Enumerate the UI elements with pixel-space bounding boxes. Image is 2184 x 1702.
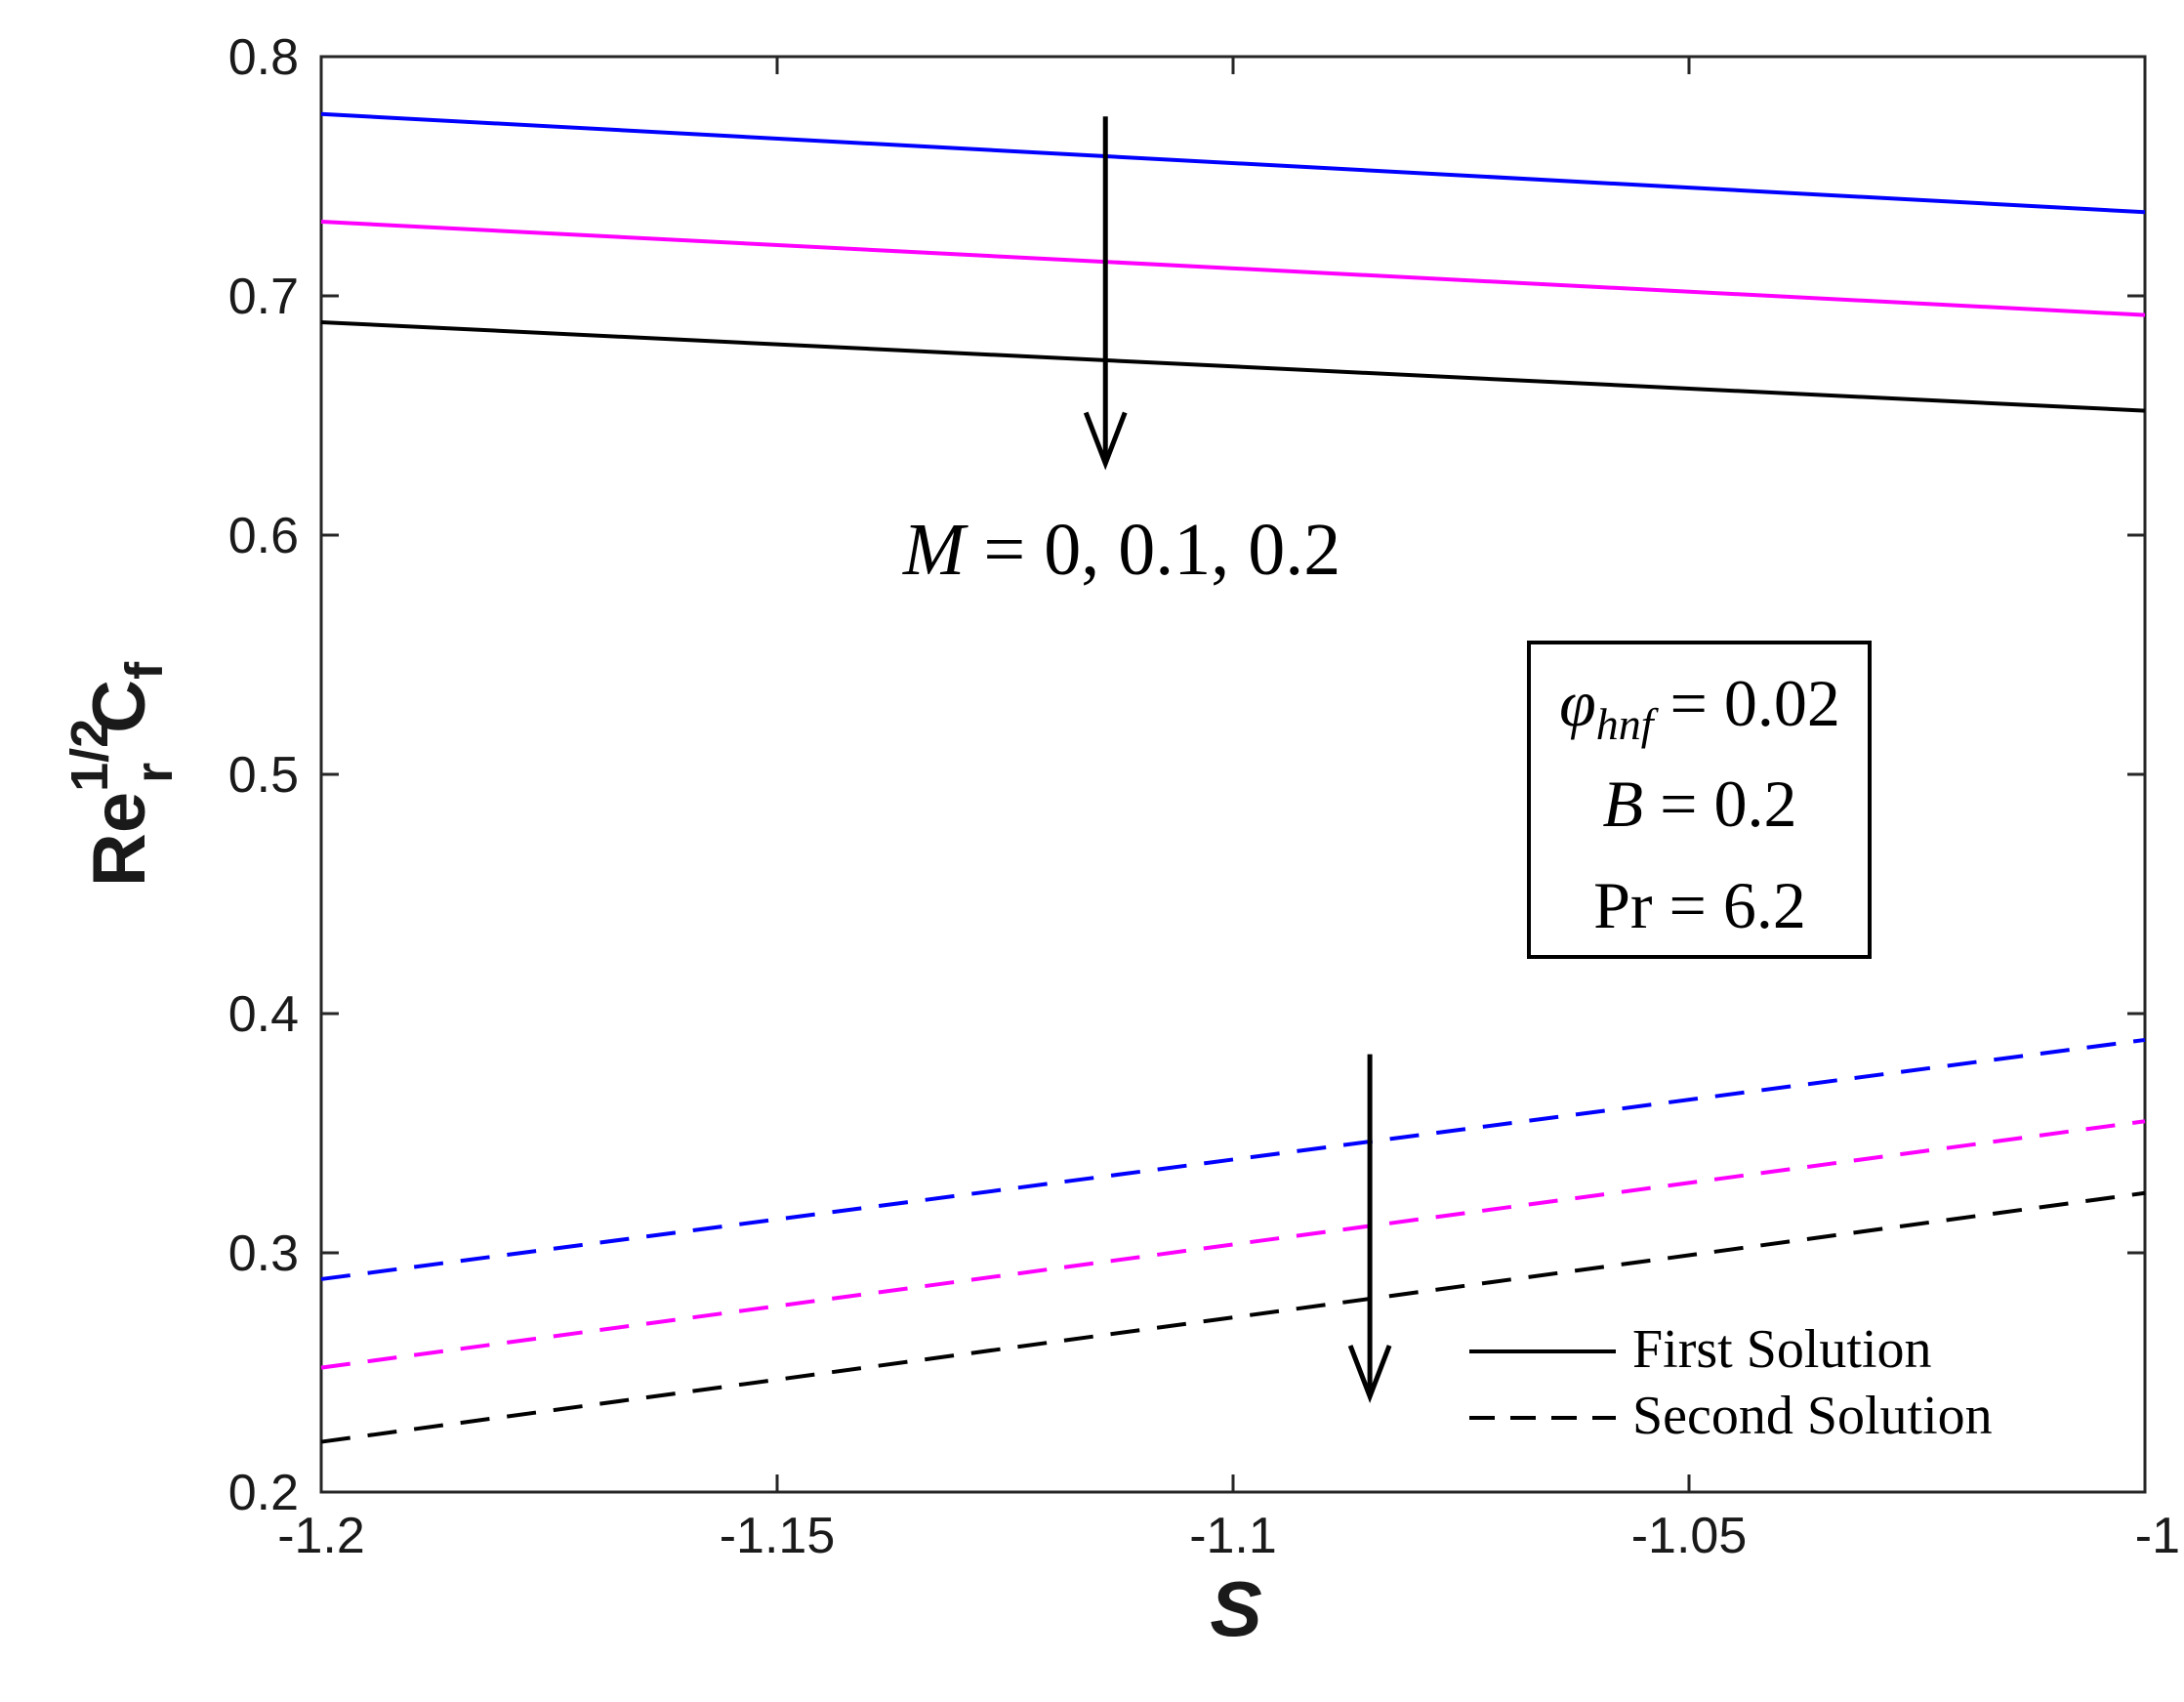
y-label-sub: r [125,763,184,783]
y-tick-label: 0.4 [228,986,299,1043]
series-line-first-3 [320,319,2146,413]
x-tick-label: -1.1 [1189,1508,1277,1564]
y-label-base: Re [78,792,161,887]
m-annotation-var: M [902,509,968,591]
arrow-head-1 [1083,411,1128,471]
y-label-tail: C [78,680,161,733]
param-b: B = 0.2 [1603,767,1797,841]
x-tick-label: -1.2 [277,1508,365,1564]
x-tick-label: -1.15 [720,1508,836,1564]
y-tick-label: 0.6 [228,508,299,564]
legend-label-first: First Solution [1632,1319,1932,1380]
x-tick-label: -1.05 [1631,1508,1748,1564]
arrow-head-2 [1347,1345,1392,1403]
m-annotation: M = 0, 0.1, 0.2 [902,509,1340,591]
param-phi: φhnf = 0.02 [1559,666,1840,749]
y-tick-label: 0.3 [228,1225,299,1282]
y-axis: 0.2 0.3 0.4 0.5 0.6 0.7 0.8 [228,29,2145,1521]
legend-label-second: Second Solution [1632,1386,1993,1446]
param-pr: Pr = 6.2 [1593,868,1806,942]
y-label-tail-sub: f [115,661,174,680]
x-axis-label: S [1210,1565,1261,1652]
parameter-box: φhnf = 0.02 B = 0.2 Pr = 6.2 [1527,641,1872,959]
m-annotation-values: 0, 0.1, 0.2 [1044,509,1340,591]
y-label-sup: 1/2 [61,719,119,792]
x-tick-label: -1 [2135,1508,2180,1564]
y-tick-label: 0.8 [228,29,299,86]
m-annotation-eq: = [965,509,1044,591]
series-line-first-1 [320,111,2146,215]
series-layer [320,111,2146,1444]
y-axis-label: Re1/2 r Cf [61,661,184,887]
series-line-second-2 [320,1119,2146,1370]
series-line-second-1 [320,1037,2146,1281]
x-axis: -1.2 -1.15 -1.1 -1.05 -1 [277,57,2180,1564]
y-tick-label: 0.7 [228,269,299,325]
y-tick-label: 0.5 [228,747,299,804]
legend: First Solution Second Solution [1469,1319,1993,1446]
y-tick-label: 0.2 [228,1465,299,1521]
series-line-first-2 [320,220,2146,317]
series-line-second-3 [320,1190,2146,1444]
arrows-layer [1083,116,1392,1403]
